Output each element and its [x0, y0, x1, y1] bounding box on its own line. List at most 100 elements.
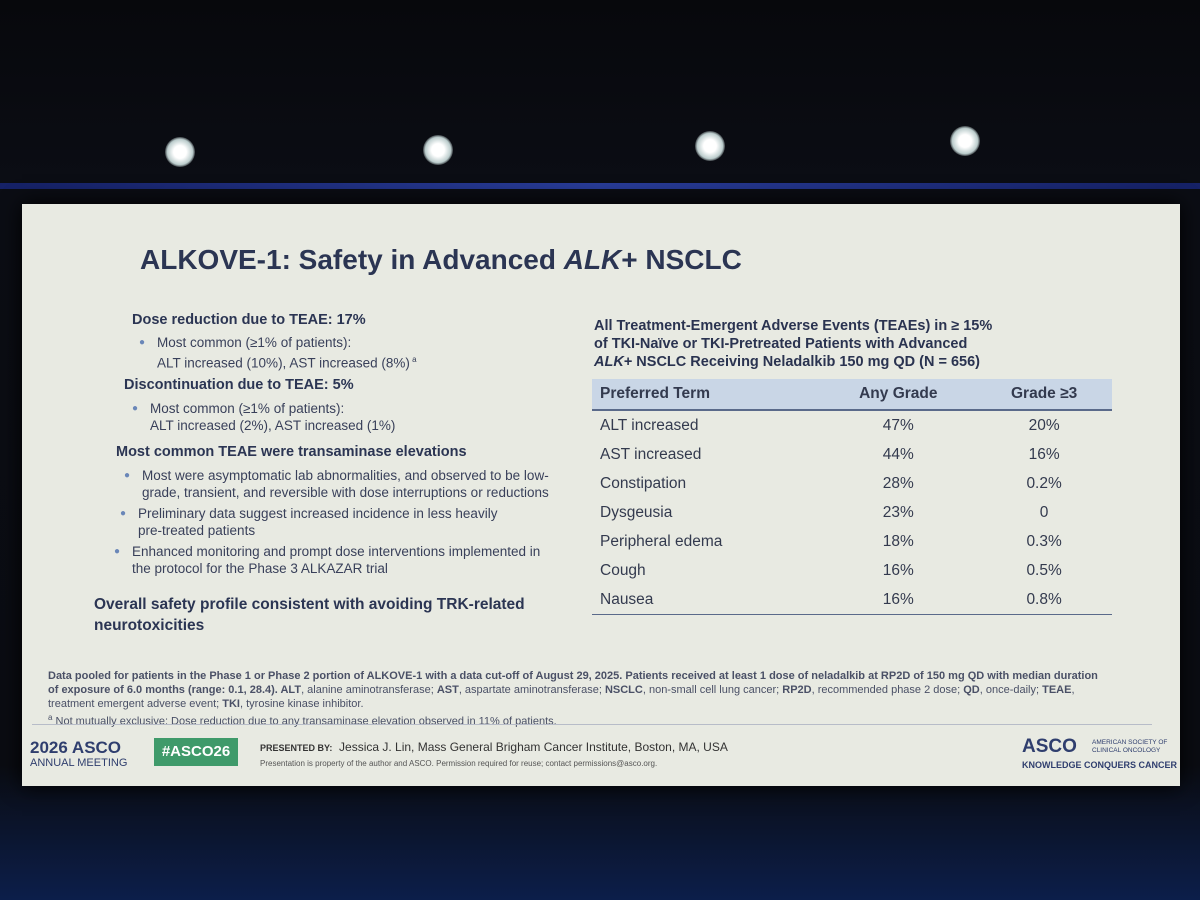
- table-caption: All Treatment-Emergent Adverse Events (T…: [594, 317, 992, 371]
- table-row: Constipation 28% 0.2%: [592, 469, 1112, 498]
- stage-light: [695, 131, 725, 161]
- meeting-logo: 2026 ASCO: [30, 738, 122, 757]
- tagline: KNOWLEDGE CONQUERS CANCER: [1022, 760, 1178, 770]
- slide-title: ALKOVE-1: Safety in Advanced ALK+ NSCLC: [140, 244, 742, 276]
- abbreviation-term: AST: [436, 684, 459, 696]
- footnote-note: Not mutually exclusive: Dose reduction d…: [52, 715, 557, 728]
- caption-line: + NSCLC Receiving Neladalkib 150 mg QD (…: [623, 354, 980, 370]
- abbreviation-definition: , tyrosine kinase inhibitor.: [240, 698, 364, 710]
- note-mark: a: [48, 713, 53, 722]
- bullet: ● Preliminary data suggest increased inci…: [120, 506, 498, 538]
- abbreviation-definition: , alanine aminotransferase;: [301, 684, 437, 696]
- table-row: Nausea 16% 0.8%: [592, 585, 1112, 615]
- meeting-name: ANNUAL MEETING: [30, 757, 128, 769]
- table-cell: Constipation: [600, 474, 687, 492]
- disclaimer: Presentation is property of the author a…: [260, 759, 658, 768]
- title-text: ALKOVE-1: Safety in Advanced: [140, 244, 564, 275]
- caption-italic: ALK: [594, 354, 624, 370]
- bullet-line: Enhanced monitoring and prompt dose inte…: [132, 544, 541, 559]
- presenter-line: PRESENTED BY: Jessica J. Lin, Mass Gener…: [260, 740, 728, 754]
- table-body: ALT increased 47% 20% AST increased 44% 16% Co…: [592, 410, 1112, 615]
- abbreviation-definition: , recommended phase 2 dose;: [811, 684, 964, 696]
- light-rail: [0, 183, 1200, 189]
- stage-light: [423, 135, 453, 165]
- bullet-line: Most common (≥1% of patients):: [157, 335, 352, 350]
- table-cell: 16%: [820, 585, 977, 615]
- bullet: ● Most common (≥1% of patients): ALT incre…: [139, 335, 417, 371]
- abbreviation-term: NSCLC: [604, 684, 643, 696]
- table-cell: Nausea: [592, 585, 821, 615]
- bullet-line: Most were asymptomatic lab abnormalities…: [142, 468, 549, 483]
- header-cell: Grade ≥3: [976, 379, 1112, 411]
- abbreviation-term: RP2D: [782, 684, 812, 696]
- abbreviation-term: ALT: [280, 684, 302, 696]
- table-cell: Dysgeusia: [600, 503, 673, 521]
- separator: [32, 724, 1152, 725]
- header-row: Preferred Term Any Grade Grade ≥3: [592, 379, 1112, 411]
- table-cell: 0.5%: [1026, 561, 1062, 579]
- table-cell: 23%: [882, 503, 914, 521]
- stage-light: [950, 126, 980, 156]
- abbreviation-definition: , once-daily;: [979, 684, 1043, 696]
- ae-table: Preferred Term Any Grade Grade ≥3 ALT in…: [592, 379, 1112, 615]
- table-cell: 20%: [1028, 416, 1060, 434]
- table-row: AST increased 44% 16%: [592, 440, 1112, 469]
- table-row: Peripheral edema 18% 0.3%: [592, 527, 1112, 556]
- table-cell: 0.2%: [1026, 474, 1062, 492]
- header-cell: Preferred Term: [592, 379, 821, 411]
- abbreviation-definition: , treatment emergent adverse event;: [48, 684, 1075, 710]
- abbreviation-definition: , aspartate aminotransferase;: [458, 684, 605, 696]
- table-row: Dysgeusia 23% 0: [592, 498, 1112, 527]
- abbreviations: ALT, alanine aminotransferase; AST, aspa…: [48, 684, 1075, 710]
- bullet-line: ALT increased (2%), AST increased (1%): [150, 418, 396, 433]
- caption-line: of TKI-Naïve or TKI-Pretreated Patients …: [594, 336, 968, 352]
- abbreviation-definition: , non-small cell lung cancer;: [642, 684, 783, 696]
- bullet-line: Most common (≥1% of patients):: [150, 401, 345, 416]
- abbreviation-term: QD: [963, 684, 980, 696]
- bullet: ● Enhanced monitoring and prompt dose int…: [114, 544, 541, 576]
- bullet-line: Preliminary data suggest increased incid…: [138, 506, 498, 521]
- note-mark: a: [412, 355, 417, 364]
- footnote: Data pooled for patients in the Phase 1 …: [48, 669, 1108, 729]
- bullet: ● Most common (≥1% of patients): ALT incre…: [132, 401, 396, 433]
- bullet: ● Most were asymptomatic lab abnormalitie…: [124, 468, 549, 500]
- presented-by-label: PRESENTED BY:: [260, 743, 333, 753]
- footnote-lead: Data pooled for patients in the Phase 1 …: [48, 670, 1098, 696]
- society-name: AMERICAN SOCIETY OF CLINICAL ONCOLOGY: [1092, 739, 1168, 754]
- hashtag: #ASCO26: [154, 738, 238, 766]
- table-cell: 28%: [882, 474, 914, 492]
- abbreviation-term: TEAE: [1042, 684, 1072, 696]
- stage-light: [165, 137, 195, 167]
- section-heading: Overall safety profile consistent with a…: [94, 596, 525, 634]
- table-cell: ALT increased: [600, 416, 699, 434]
- table-cell: 47%: [882, 416, 914, 434]
- table-cell: 44%: [882, 445, 914, 463]
- table-row: ALT increased 47% 20%: [592, 410, 1112, 440]
- title-italic: ALK: [563, 244, 622, 275]
- table-cell: Peripheral edema: [600, 532, 723, 550]
- table-cell: AST increased: [600, 445, 702, 463]
- table-cell: 18%: [882, 532, 914, 550]
- bullet-line: pre-treated patients: [138, 523, 256, 538]
- table-cell: 0.3%: [1026, 532, 1062, 550]
- table-cell: 16%: [882, 561, 914, 579]
- abbreviation-term: TKI: [222, 698, 240, 710]
- bullet-line: ALT increased (10%), AST increased (8%): [157, 355, 410, 371]
- table-cell: 16%: [1028, 445, 1060, 463]
- section-heading: Discontinuation due to TEAE: 5%: [124, 377, 354, 393]
- presenter: Jessica J. Lin, Mass General Brigham Can…: [339, 740, 728, 754]
- asco-logo: ASCO: [1022, 736, 1077, 757]
- section-heading: Most common TEAE were transaminase eleva…: [116, 444, 467, 460]
- bullet-line: grade, transient, and reversible with do…: [142, 485, 549, 500]
- caption-line: All Treatment-Emergent Adverse Events (T…: [594, 318, 993, 334]
- bullet-line: the protocol for the Phase 3 ALKAZAR tri…: [132, 561, 388, 576]
- title-text: + NSCLC: [621, 244, 742, 275]
- header-cell: Any Grade: [820, 379, 977, 411]
- slide: ALKOVE-1: Safety in Advanced ALK+ NSCLC …: [22, 204, 1180, 786]
- table-cell: Cough: [600, 561, 646, 579]
- table-cell: 0.8%: [976, 585, 1112, 615]
- table-cell: 0: [1039, 503, 1049, 521]
- section-heading: Dose reduction due to TEAE: 17%: [132, 312, 366, 328]
- table-row: Cough 16% 0.5%: [592, 556, 1112, 585]
